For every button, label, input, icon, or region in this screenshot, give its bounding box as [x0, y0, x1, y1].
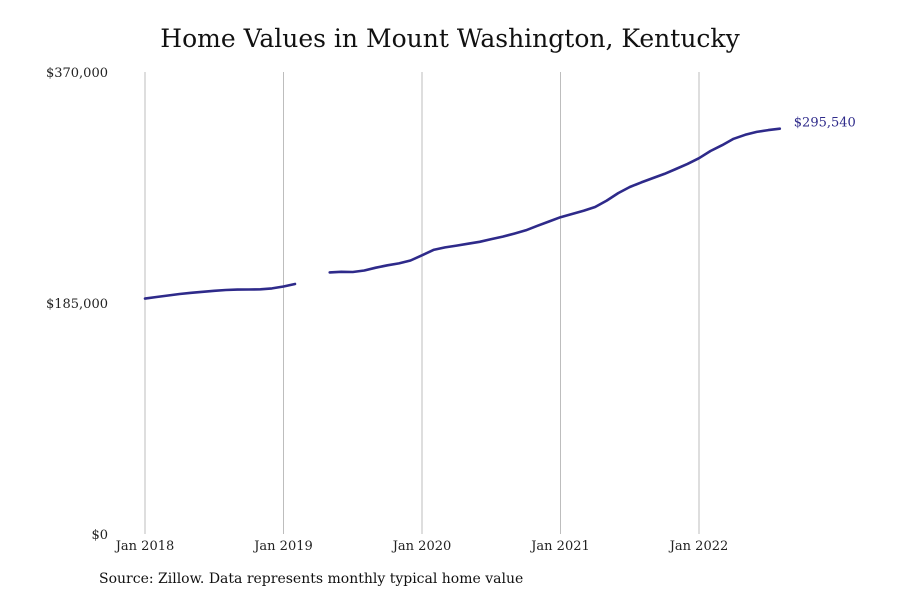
- x-tick-label: Jan 2018: [114, 539, 175, 554]
- x-tick-label: Jan 2021: [529, 539, 590, 554]
- y-tick-label: $0: [91, 528, 108, 543]
- x-tick-label: Jan 2020: [391, 539, 452, 554]
- chart-title: Home Values in Mount Washington, Kentuck…: [160, 24, 740, 53]
- series-line-segment: [143, 282, 297, 300]
- end-value-label: $295,540: [794, 116, 856, 131]
- y-tick-label: $370,000: [46, 66, 108, 81]
- source-note: Source: Zillow. Data represents monthly …: [99, 571, 524, 587]
- y-tick-label: $185,000: [46, 297, 108, 312]
- x-tick-label: Jan 2022: [668, 539, 729, 554]
- series-line-segment: [328, 127, 782, 274]
- x-tick-label: Jan 2019: [252, 539, 313, 554]
